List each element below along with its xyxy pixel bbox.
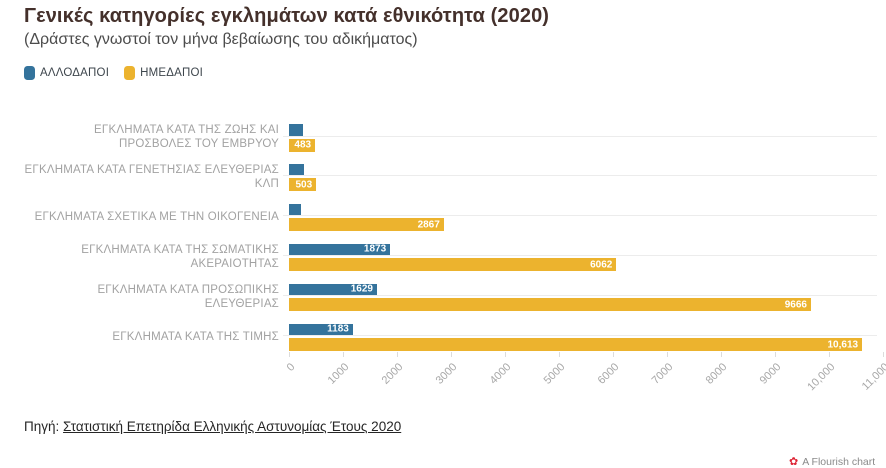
bar-allodapoi xyxy=(289,124,303,136)
category-label: ΕΓΚΛΗΜΑΤΑ ΚΑΤΑ ΤΗΣ ΣΩΜΑΤΙΚΗΣ ΑΚΕΡΑΙΟΤΗΤΑ… xyxy=(81,243,279,270)
axis-tick xyxy=(505,352,506,357)
bar-allodapoi: 1873 xyxy=(289,243,391,256)
bar-value-label: 6062 xyxy=(590,259,613,271)
source-prefix: Πηγή: xyxy=(24,419,60,434)
bar-value-label: 1873 xyxy=(363,243,387,255)
bar-allodapoi xyxy=(289,163,304,176)
legend-label: ΗΜΕΔΑΠΟΙ xyxy=(140,67,204,79)
axis-tick xyxy=(721,352,722,357)
bar-value-label: 503 xyxy=(295,179,313,191)
source-line: Πηγή: Στατιστική Επετηρίδα Ελληνικής Αστ… xyxy=(24,419,401,434)
bar-imedapoi: 6062 xyxy=(289,258,617,272)
chart-row: ΕΓΚΛΗΜΑΤΑ ΚΑΤΑ ΤΗΣ ΣΩΜΑΤΙΚΗΣ ΑΚΕΡΑΙΟΤΗΤΑ… xyxy=(24,240,877,280)
row-gridline xyxy=(283,175,877,177)
legend-label: ΑΛΛΟΔΑΠΟΙ xyxy=(40,67,110,79)
bar-allodapoi xyxy=(289,203,301,216)
flourish-attribution-label: A Flourish chart xyxy=(802,456,876,468)
axis-tick xyxy=(451,352,452,357)
flourish-attribution[interactable]: ✿ A Flourish chart xyxy=(789,456,875,468)
legend-swatch-icon xyxy=(24,66,35,80)
bar-imedapoi: 2867 xyxy=(289,218,444,232)
chart-row: ΕΓΚΛΗΜΑΤΑ ΚΑΤΑ ΓΕΝΕΤΗΣΙΑΣ ΕΛΕΥΘΕΡΙΑΣ ΚΛΠ… xyxy=(24,160,877,200)
category-bars: 503 xyxy=(283,160,883,200)
chart-row: ΕΓΚΛΗΜΑΤΑ ΚΑΤΑ ΤΗΣ ΖΩΗΣ ΚΑΙ ΠΡΟΣΒΟΛΕΣ ΤΟ… xyxy=(24,120,877,160)
bar-imedapoi: 503 xyxy=(289,178,317,192)
bar-chart: ΕΓΚΛΗΜΑΤΑ ΚΑΤΑ ΤΗΣ ΖΩΗΣ ΚΑΙ ΠΡΟΣΒΟΛΕΣ ΤΟ… xyxy=(24,120,877,362)
category-label: ΕΓΚΛΗΜΑΤΑ ΚΑΤΑ ΤΗΣ ΖΩΗΣ ΚΑΙ ΠΡΟΣΒΟΛΕΣ ΤΟ… xyxy=(94,123,279,150)
bar-value-label: 483 xyxy=(294,139,312,151)
row-gridline xyxy=(283,135,877,137)
bar-imedapoi: 10,613 xyxy=(289,338,863,351)
chart-subtitle: (Δράστες γνωστοί τον μήνα βεβαίωσης του … xyxy=(24,31,418,48)
chart-row: ΕΓΚΛΗΜΑΤΑ ΣΧΕΤΙΚΑ ΜΕ ΤΗΝ ΟΙΚΟΓΕΝΕΙΑ 2867 xyxy=(24,200,877,240)
category-bars: 2867 xyxy=(283,200,883,240)
bar-value-label: 10,613 xyxy=(827,339,859,350)
axis-tick xyxy=(289,352,290,357)
source-link[interactable]: Στατιστική Επετηρίδα Ελληνικής Αστυνομία… xyxy=(63,419,402,434)
axis-tick xyxy=(775,352,776,357)
bar-imedapoi: 483 xyxy=(289,138,316,152)
axis-tick xyxy=(343,352,344,357)
x-axis: 0 1000 2000 3000 4000 5000 6000 7000 8000 9000 10,… xyxy=(285,352,886,402)
category-label: ΕΓΚΛΗΜΑΤΑ ΣΧΕΤΙΚΑ ΜΕ ΤΗΝ ΟΙΚΟΓΕΝΕΙΑ xyxy=(34,210,279,223)
legend-item-imedapoi[interactable]: ΗΜΕΔΑΠΟΙ xyxy=(124,66,203,80)
chart-row: ΕΓΚΛΗΜΑΤΑ ΚΑΤΑ ΤΗΣ ΤΙΜΗΣ 1183 10,613 xyxy=(24,320,877,360)
bar-value-label: 1629 xyxy=(350,283,373,295)
category-label: ΕΓΚΛΗΜΑΤΑ ΚΑΤΑ ΤΗΣ ΤΙΜΗΣ xyxy=(112,330,279,343)
bar-value-label: 1183 xyxy=(327,323,349,335)
axis-tick xyxy=(667,352,668,357)
bar-value-label: 2867 xyxy=(417,219,440,231)
row-gridline xyxy=(283,295,877,297)
bar-value-label: 9666 xyxy=(784,299,807,311)
category-bars: 1873 6062 xyxy=(283,240,883,280)
category-bars: 1629 9666 xyxy=(283,280,883,320)
category-bars: 1183 10,613 xyxy=(283,320,883,360)
bar-allodapoi: 1183 xyxy=(289,323,353,335)
bar-imedapoi: 9666 xyxy=(289,298,811,312)
axis-tick xyxy=(613,352,614,357)
chart-row: ΕΓΚΛΗΜΑΤΑ ΚΑΤΑ ΠΡΟΣΩΠΙΚΗΣ ΕΛΕΥΘΕΡΙΑΣ 1629… xyxy=(24,280,877,320)
legend-item-allodapoi[interactable]: ΑΛΛΟΔΑΠΟΙ xyxy=(24,66,109,80)
flourish-flower-icon: ✿ xyxy=(789,455,799,468)
chart-title: Γενικές κατηγορίες εγκλημάτων κατά εθνικ… xyxy=(24,5,550,27)
axis-tick xyxy=(829,352,830,357)
row-gridline xyxy=(283,335,877,336)
legend: ΑΛΛΟΔΑΠΟΙ ΗΜΕΔΑΠΟΙ xyxy=(24,66,203,80)
legend-swatch-icon xyxy=(124,66,136,80)
bar-allodapoi: 1629 xyxy=(289,283,377,296)
row-gridline xyxy=(283,255,877,257)
axis-tick xyxy=(559,352,560,357)
category-bars: 483 xyxy=(283,120,883,160)
axis-tick xyxy=(397,352,398,357)
category-label: ΕΓΚΛΗΜΑΤΑ ΚΑΤΑ ΓΕΝΕΤΗΣΙΑΣ ΕΛΕΥΘΕΡΙΑΣ ΚΛΠ xyxy=(24,163,279,190)
axis-tick xyxy=(883,352,884,357)
row-gridline xyxy=(283,215,877,217)
category-label: ΕΓΚΛΗΜΑΤΑ ΚΑΤΑ ΠΡΟΣΩΠΙΚΗΣ ΕΛΕΥΘΕΡΙΑΣ xyxy=(97,283,279,310)
